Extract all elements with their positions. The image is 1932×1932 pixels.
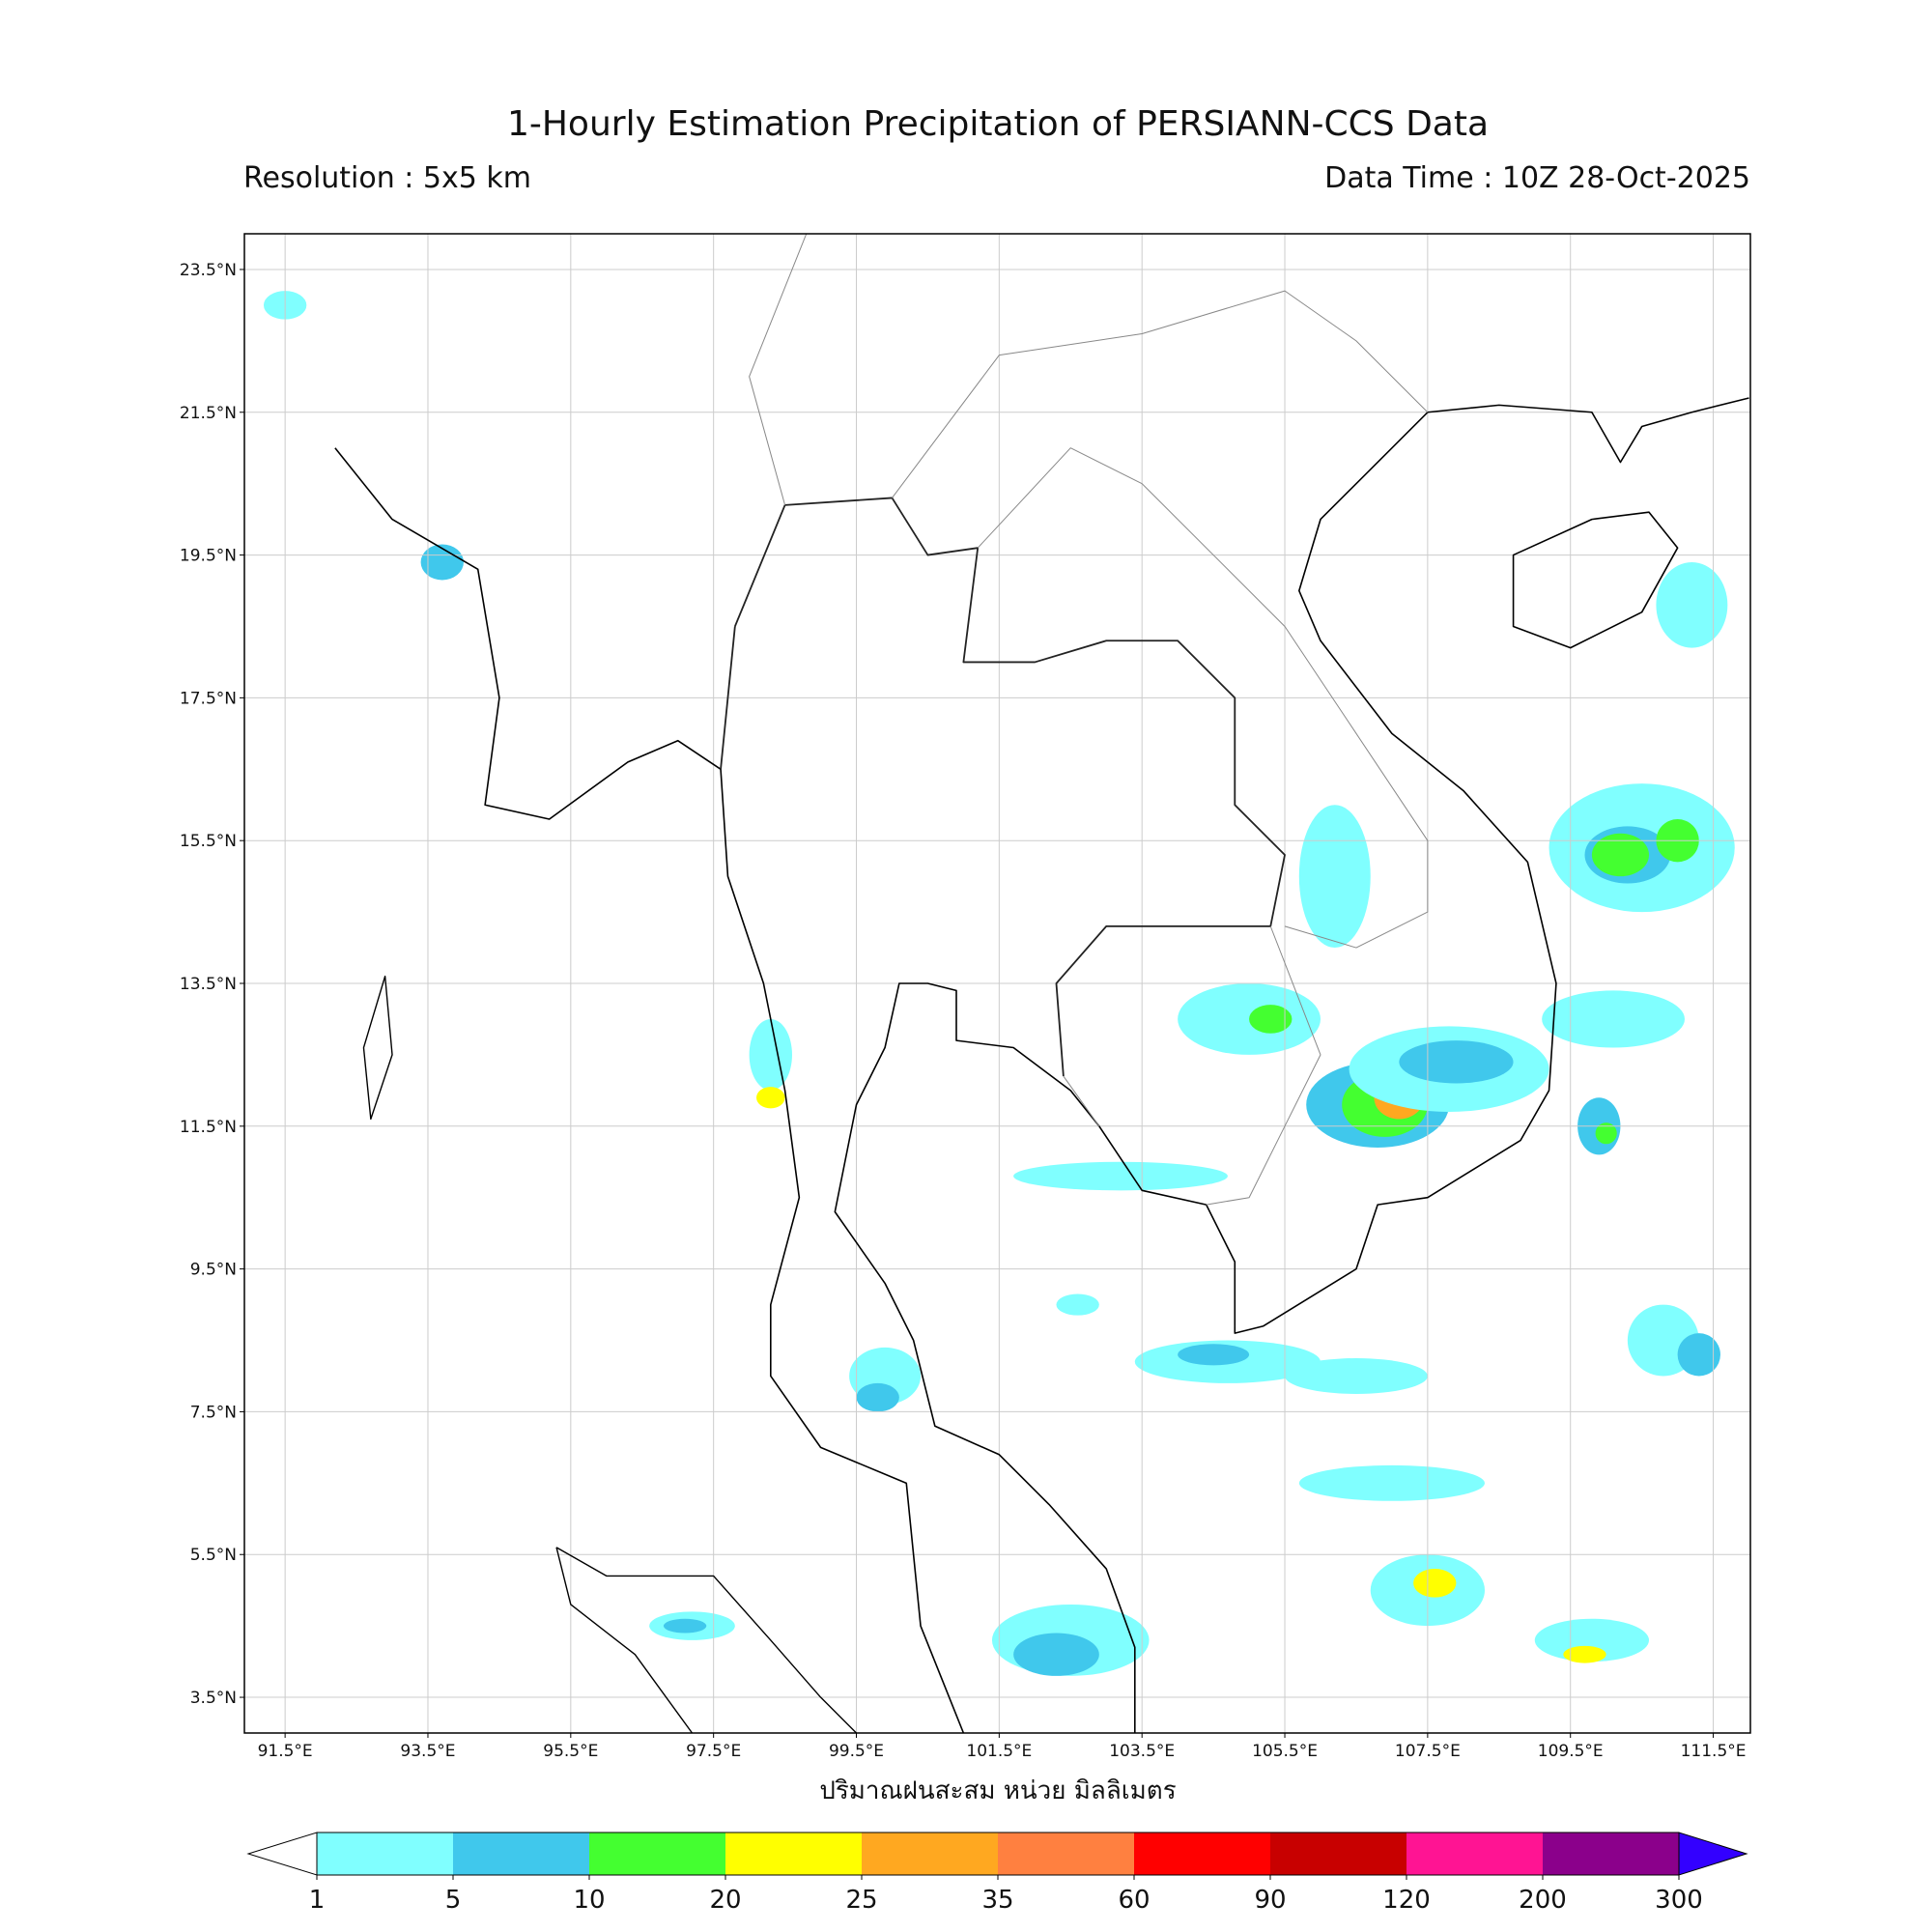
colorbar-label: 10 — [573, 1886, 605, 1915]
rain-patch — [856, 1382, 899, 1412]
rain-patch — [1591, 833, 1650, 877]
lon-tick-label: 105.5°E — [1252, 1742, 1318, 1761]
colorbar-box — [862, 1833, 999, 1875]
lon-tick-label: 111.5°E — [1681, 1742, 1747, 1761]
lat-tick-label: 19.5°N — [180, 547, 237, 566]
border — [1063, 1075, 1100, 1127]
rain-patch — [1542, 990, 1685, 1048]
colorbar-box — [453, 1833, 590, 1875]
colorbar-label: 5 — [445, 1886, 462, 1915]
colorbar-box — [998, 1833, 1135, 1875]
colorbar-box — [589, 1833, 726, 1875]
coastline — [555, 1547, 858, 1734]
lat-tick-label: 11.5°N — [180, 1118, 237, 1137]
colorbar: 1 5 10 20 25 35 60 90 120 200 300 — [246, 1832, 1748, 1915]
rain-patch — [1249, 1005, 1293, 1034]
lat-tick-label: 23.5°N — [180, 261, 237, 280]
lat-tick-label: 15.5°N — [180, 832, 237, 851]
title: 1-Hourly Estimation Precipitation of PER… — [507, 104, 1489, 144]
lat-tick-label: 7.5°N — [190, 1403, 237, 1422]
lon-tick-label: 93.5°E — [400, 1742, 455, 1761]
rain-patch — [1298, 1464, 1486, 1501]
colorbar-box — [1406, 1833, 1544, 1875]
coastline — [334, 447, 965, 1734]
border — [977, 447, 1429, 949]
rain-patch — [1178, 983, 1321, 1055]
rain-patch — [756, 1087, 785, 1109]
colorbar-box — [1270, 1833, 1407, 1875]
rain-patch — [1298, 805, 1371, 949]
lat-tick-label: 17.5°N — [180, 689, 237, 708]
rain-patch — [420, 544, 464, 581]
data-time: Data Time : 10Z 28-Oct-2025 — [1324, 161, 1750, 195]
colorbar-label: 60 — [1118, 1886, 1150, 1915]
lon-tick-label: 97.5°E — [686, 1742, 741, 1761]
lat-tick-label: 13.5°N — [180, 975, 237, 994]
map-frame — [243, 233, 1751, 1734]
colorbar-label: 90 — [1254, 1886, 1286, 1915]
rain-patch — [1534, 1618, 1650, 1662]
lon-tick-label: 101.5°E — [966, 1742, 1032, 1761]
island — [1512, 511, 1679, 649]
rain-patch — [1013, 1161, 1228, 1191]
colorbar-label: 300 — [1655, 1886, 1703, 1915]
lat-tick-label: 5.5°N — [190, 1546, 237, 1565]
rain-patch — [1056, 1293, 1099, 1316]
colorbar-label: 120 — [1382, 1886, 1431, 1915]
lat-tick-label: 21.5°N — [180, 404, 237, 423]
rain-patch — [1285, 1358, 1428, 1394]
lon-tick-label: 109.5°E — [1538, 1742, 1604, 1761]
coastline — [834, 397, 1749, 1733]
resolution: Resolution : 5x5 km — [243, 161, 531, 195]
colorbar-label: 20 — [709, 1886, 741, 1915]
colorbar-box — [317, 1833, 454, 1875]
colorbar-label: 35 — [981, 1886, 1013, 1915]
lon-tick-label: 99.5°E — [829, 1742, 884, 1761]
rain-patch — [1563, 1645, 1606, 1663]
map: 23.5°N 21.5°N 19.5°N 17.5°N 15.5°N 13.5°N 11.5… — [180, 233, 1751, 1761]
colorbar-box — [1543, 1833, 1680, 1875]
colorbar-box — [725, 1833, 863, 1875]
rain-patch — [1413, 1569, 1457, 1598]
axis-label: ปริมาณฝนสะสม หน่วย มิลลิเมตร — [819, 1776, 1176, 1805]
border — [720, 626, 736, 770]
colorbar-box — [1134, 1833, 1271, 1875]
rain-patch — [1013, 1633, 1099, 1676]
colorbar-under — [246, 1832, 318, 1876]
rain-patch — [1399, 1040, 1514, 1084]
rain-patch — [1677, 1333, 1720, 1377]
colorbar-over — [1678, 1832, 1748, 1876]
border — [749, 233, 808, 505]
border — [734, 497, 1286, 1077]
lat-tick-label: 9.5°N — [190, 1261, 237, 1280]
colorbar-label: 200 — [1519, 1886, 1567, 1915]
rain-patch — [1656, 561, 1728, 648]
lon-tick-label: 103.5°E — [1109, 1742, 1175, 1761]
border — [892, 290, 1429, 498]
lon-tick-label: 107.5°E — [1395, 1742, 1461, 1761]
lon-tick-label: 95.5°E — [543, 1742, 598, 1761]
rain-patch — [663, 1618, 707, 1634]
colorbar-label: 1 — [309, 1886, 326, 1915]
rain-patch — [1595, 1122, 1617, 1145]
island — [362, 975, 393, 1121]
rain-patch — [749, 1018, 792, 1091]
lon-tick-label: 91.5°E — [258, 1742, 313, 1761]
border — [1206, 925, 1321, 1206]
coastline — [555, 1547, 694, 1734]
colorbar-label: 25 — [845, 1886, 877, 1915]
lat-tick-label: 3.5°N — [190, 1689, 237, 1708]
rain-patch — [1178, 1344, 1250, 1366]
